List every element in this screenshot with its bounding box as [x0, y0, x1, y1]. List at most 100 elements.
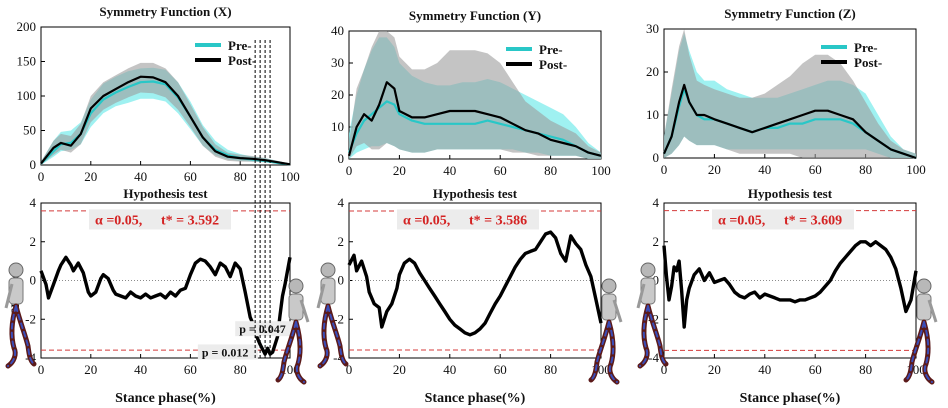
y-tick-label: 2: [338, 234, 345, 249]
y-tick-label: 30: [331, 55, 344, 70]
x-tick-label: 0: [346, 362, 353, 377]
chart-title: Hypothesis test: [748, 186, 833, 201]
alpha-label: α =0.05,: [718, 213, 765, 228]
y-tick-label: 0: [653, 273, 660, 288]
y-tick-label: 10: [331, 119, 344, 134]
skeleton-figure-right-3: [906, 278, 938, 382]
y-tick-label: 150: [17, 54, 37, 69]
x-tick-label: 60: [809, 362, 822, 377]
chart-title: Symmetry Function (Z): [724, 6, 855, 21]
x-tick-label: 100: [280, 169, 300, 184]
tstar-label: t* = 3.609: [784, 213, 842, 228]
pvalue-box: [197, 344, 258, 360]
chart-symY: Symmetry Function (Y) 0 20 40 60 80 100 0 10 20 30…: [331, 8, 611, 178]
x-tick-label: 60: [184, 362, 197, 377]
y-tick-label: 10: [646, 107, 659, 122]
chart-title: Hypothesis test: [433, 186, 518, 201]
y-tick-label: 0: [653, 150, 660, 165]
y-tick-label: -4: [333, 350, 344, 365]
x-tick-label: 20: [84, 169, 97, 184]
band-post: [41, 62, 290, 165]
y-tick-label: 20: [646, 64, 659, 79]
x-tick-label: 0: [661, 362, 668, 377]
spm-curve: [662, 240, 918, 329]
y-tick-label: 2: [653, 234, 660, 249]
chart-title: Hypothesis test: [123, 186, 208, 201]
legend-label: Post-: [539, 57, 567, 72]
x-tick-label: 80: [859, 162, 872, 177]
band-post: [349, 31, 601, 159]
x-tick-label: 40: [758, 362, 771, 377]
chart-title: Symmetry Function (X): [99, 4, 231, 19]
x-tick-label: 40: [443, 362, 456, 377]
x-axis-label: Stance phase(%): [740, 391, 841, 406]
alpha-label: α =0.05,: [95, 213, 142, 228]
y-tick-label: -4: [648, 350, 659, 365]
tstar-label: t* = 3.592: [161, 213, 219, 228]
skeleton-figure-right-1: [278, 278, 310, 382]
legend-label: Pre-: [228, 38, 252, 53]
y-tick-label: 200: [17, 19, 37, 34]
skeleton-figure-left-1: [4, 262, 34, 366]
legend-label: Pre-: [539, 42, 563, 57]
x-tick-label: 20: [708, 162, 721, 177]
x-tick-label: 60: [494, 362, 507, 377]
x-tick-label: 20: [393, 163, 406, 178]
legend-label: Post-: [854, 55, 882, 70]
x-tick-label: 40: [134, 362, 147, 377]
x-tick-label: 20: [708, 362, 721, 377]
x-tick-label: 20: [84, 362, 97, 377]
pvalue-box: [235, 321, 296, 337]
x-tick-label: 40: [443, 163, 456, 178]
series-line-post: [347, 81, 602, 157]
stats-box: [89, 209, 231, 230]
y-tick-label: 4: [338, 195, 345, 210]
y-tick-label: 50: [23, 123, 36, 138]
y-tick-label: 0: [338, 151, 345, 166]
x-tick-label: 80: [234, 169, 247, 184]
band-post: [664, 29, 916, 158]
alpha-label: α =0.05,: [403, 213, 450, 228]
x-tick-label: 40: [758, 162, 771, 177]
x-tick-label: 100: [906, 162, 926, 177]
y-tick-label: 0: [30, 273, 37, 288]
stats-box: [712, 209, 854, 230]
chart-symX: Symmetry Function (X) 0 20 40 60 80 100 0 50 100 1…: [17, 4, 300, 184]
x-tick-label: 60: [494, 163, 507, 178]
pvalue-label: p = 0.012: [202, 345, 249, 359]
plot-frame: [663, 28, 917, 159]
skeleton-figure-left-3: [636, 262, 666, 366]
series-line-post: [40, 75, 291, 166]
stats-box: [397, 209, 539, 230]
chart-symZ: Symmetry Function (Z) 0 20 40 60 80 100 0 10 20 30…: [646, 6, 926, 177]
x-tick-label: 60: [184, 169, 197, 184]
x-tick-label: 20: [393, 362, 406, 377]
y-tick-label: 0: [30, 157, 37, 172]
x-tick-label: 100: [591, 163, 611, 178]
x-tick-label: 40: [134, 169, 147, 184]
skeleton-figure-left-2: [316, 262, 346, 366]
x-tick-label: 80: [859, 362, 872, 377]
y-tick-label: 2: [30, 234, 37, 249]
x-tick-label: 0: [38, 362, 45, 377]
chart-title: Symmetry Function (Y): [409, 8, 541, 23]
x-axis-label: Stance phase(%): [425, 391, 526, 406]
y-tick-label: 4: [30, 195, 37, 210]
pvalue-label: p = 0.047: [239, 322, 286, 336]
x-tick-label: 80: [234, 362, 247, 377]
x-axis-label: Stance phase(%): [115, 391, 216, 406]
y-tick-label: 40: [331, 23, 344, 38]
x-tick-label: 0: [661, 162, 668, 177]
tstar-label: t* = 3.586: [469, 213, 527, 228]
legend-label: Post-: [228, 53, 256, 68]
y-tick-label: -2: [333, 311, 344, 326]
y-tick-label: 30: [646, 21, 659, 36]
x-tick-label: 60: [809, 162, 822, 177]
x-tick-label: 0: [346, 163, 353, 178]
y-tick-label: 4: [653, 195, 660, 210]
legend-label: Pre-: [854, 40, 878, 55]
